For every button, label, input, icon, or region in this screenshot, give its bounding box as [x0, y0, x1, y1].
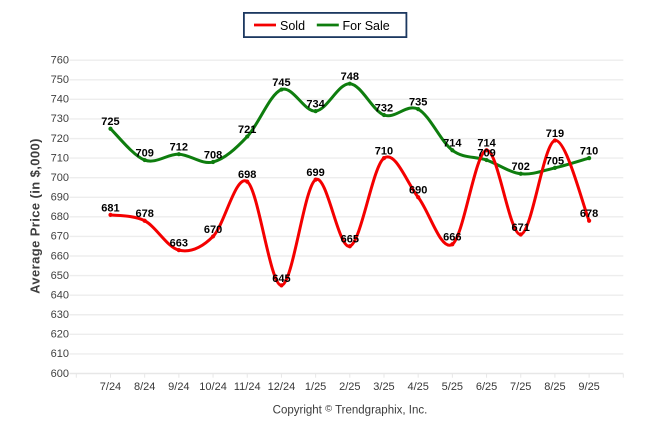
svg-text:7/24: 7/24 — [100, 381, 121, 393]
svg-text:670: 670 — [51, 231, 69, 243]
svg-text:735: 735 — [409, 97, 427, 109]
svg-text:714: 714 — [443, 138, 462, 150]
svg-text:678: 678 — [580, 208, 598, 220]
svg-text:710: 710 — [375, 146, 393, 158]
svg-text:Sold: Sold — [280, 19, 305, 33]
svg-text:721: 721 — [238, 124, 256, 136]
svg-text:7/25: 7/25 — [510, 381, 531, 393]
svg-text:710: 710 — [580, 146, 598, 158]
svg-text:745: 745 — [272, 77, 290, 89]
svg-text:700: 700 — [51, 172, 69, 184]
svg-text:12/24: 12/24 — [268, 381, 296, 393]
svg-text:714: 714 — [477, 138, 496, 150]
svg-text:712: 712 — [170, 142, 188, 154]
svg-text:705: 705 — [546, 155, 564, 167]
svg-text:640: 640 — [51, 289, 69, 301]
svg-text:730: 730 — [51, 113, 69, 125]
svg-text:720: 720 — [51, 133, 69, 145]
svg-text:690: 690 — [51, 192, 69, 204]
svg-text:719: 719 — [546, 128, 564, 140]
svg-text:709: 709 — [136, 147, 154, 159]
svg-text:9/25: 9/25 — [578, 381, 599, 393]
svg-text:699: 699 — [306, 167, 324, 179]
svg-text:734: 734 — [306, 99, 325, 111]
svg-text:9/24: 9/24 — [168, 381, 189, 393]
svg-text:1/25: 1/25 — [305, 381, 326, 393]
svg-text:709: 709 — [477, 147, 495, 159]
svg-text:650: 650 — [51, 270, 69, 282]
svg-text:750: 750 — [51, 74, 69, 86]
svg-text:678: 678 — [136, 208, 154, 220]
svg-text:600: 600 — [51, 368, 69, 380]
svg-text:8/24: 8/24 — [134, 381, 155, 393]
svg-text:3/25: 3/25 — [373, 381, 394, 393]
svg-text:748: 748 — [341, 71, 359, 83]
svg-text:671: 671 — [512, 222, 530, 234]
svg-text:4/25: 4/25 — [407, 381, 428, 393]
svg-text:6/25: 6/25 — [476, 381, 497, 393]
svg-text:670: 670 — [204, 224, 222, 236]
svg-text:630: 630 — [51, 309, 69, 321]
svg-text:660: 660 — [51, 250, 69, 262]
svg-text:11/24: 11/24 — [234, 381, 261, 393]
svg-text:740: 740 — [51, 94, 69, 106]
svg-text:732: 732 — [375, 102, 393, 114]
svg-text:681: 681 — [101, 202, 119, 214]
svg-text:690: 690 — [409, 185, 427, 197]
svg-text:710: 710 — [51, 152, 69, 164]
svg-text:10/24: 10/24 — [199, 381, 227, 393]
svg-text:8/25: 8/25 — [544, 381, 565, 393]
svg-text:610: 610 — [51, 348, 69, 360]
svg-text:Average Price (in $,000): Average Price (in $,000) — [28, 138, 43, 294]
svg-text:663: 663 — [170, 238, 188, 250]
svg-text:5/25: 5/25 — [442, 381, 463, 393]
svg-text:620: 620 — [51, 329, 69, 341]
svg-text:702: 702 — [512, 161, 530, 173]
svg-text:698: 698 — [238, 169, 256, 181]
svg-text:For Sale: For Sale — [343, 19, 390, 33]
svg-text:708: 708 — [204, 149, 222, 161]
svg-text:645: 645 — [272, 273, 290, 285]
svg-text:680: 680 — [51, 211, 69, 223]
svg-text:Copyright © Trendgraphix, Inc.: Copyright © Trendgraphix, Inc. — [273, 404, 428, 417]
svg-text:2/25: 2/25 — [339, 381, 360, 393]
svg-text:665: 665 — [341, 234, 359, 246]
svg-text:666: 666 — [443, 232, 461, 244]
svg-text:760: 760 — [51, 55, 69, 67]
svg-text:725: 725 — [101, 116, 119, 128]
